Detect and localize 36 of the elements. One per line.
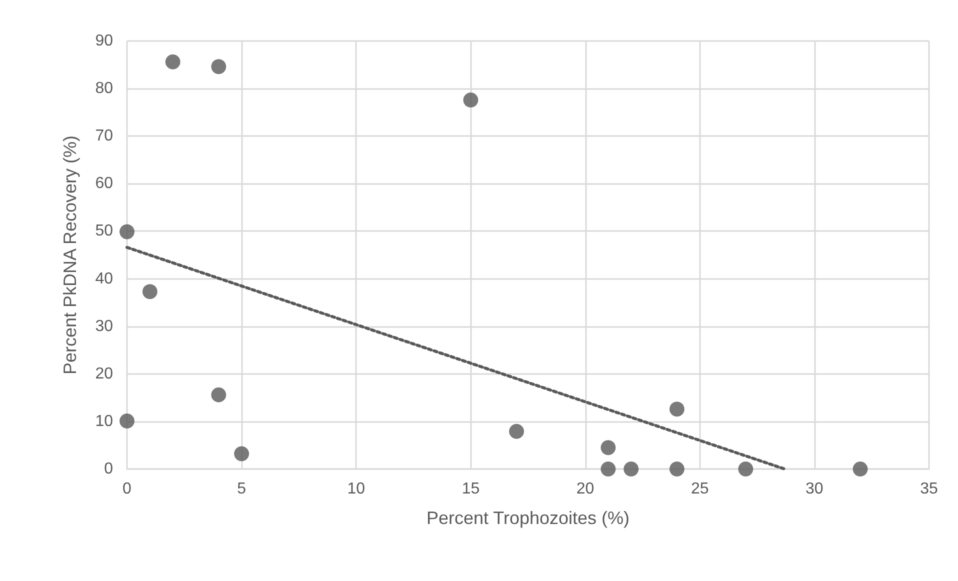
x-tick-label: 25 <box>690 480 709 498</box>
x-tick-label: 30 <box>806 480 824 498</box>
y-tick-label: 60 <box>95 175 114 192</box>
y-tick-label: 30 <box>95 318 114 335</box>
point <box>120 413 134 428</box>
x-tick-label: 5 <box>237 480 246 498</box>
x-axis-title: Percent Trophozoites (%) <box>426 508 630 528</box>
x-tick-label: 10 <box>347 480 366 498</box>
point <box>463 92 478 108</box>
x-tick-label: 20 <box>576 480 594 498</box>
point <box>120 224 134 240</box>
point <box>600 440 616 456</box>
y-tick-label: 10 <box>95 412 114 430</box>
point <box>211 59 226 74</box>
x-tick-label: 35 <box>920 480 938 498</box>
x-tick-label: 15 <box>462 480 480 498</box>
point <box>509 424 524 439</box>
point <box>234 446 250 462</box>
y-tick-label: 80 <box>95 80 114 98</box>
y-axis-title: Percent PkDNA Recovery (%) <box>60 135 80 375</box>
point <box>624 462 639 476</box>
y-tick-label: 0 <box>104 460 114 478</box>
y-tick-label: 70 <box>95 128 114 145</box>
point <box>669 402 684 417</box>
point <box>142 284 158 300</box>
y-tick-label: 40 <box>95 270 114 288</box>
point <box>600 462 616 476</box>
point <box>211 387 226 402</box>
y-tick-label: 90 <box>95 32 114 50</box>
point <box>852 462 868 476</box>
point <box>669 462 684 476</box>
point <box>738 462 754 476</box>
y-tick-label: 50 <box>95 222 114 240</box>
x-tick-label: 0 <box>122 480 132 498</box>
point <box>165 54 180 70</box>
y-tick-label: 20 <box>95 365 114 382</box>
